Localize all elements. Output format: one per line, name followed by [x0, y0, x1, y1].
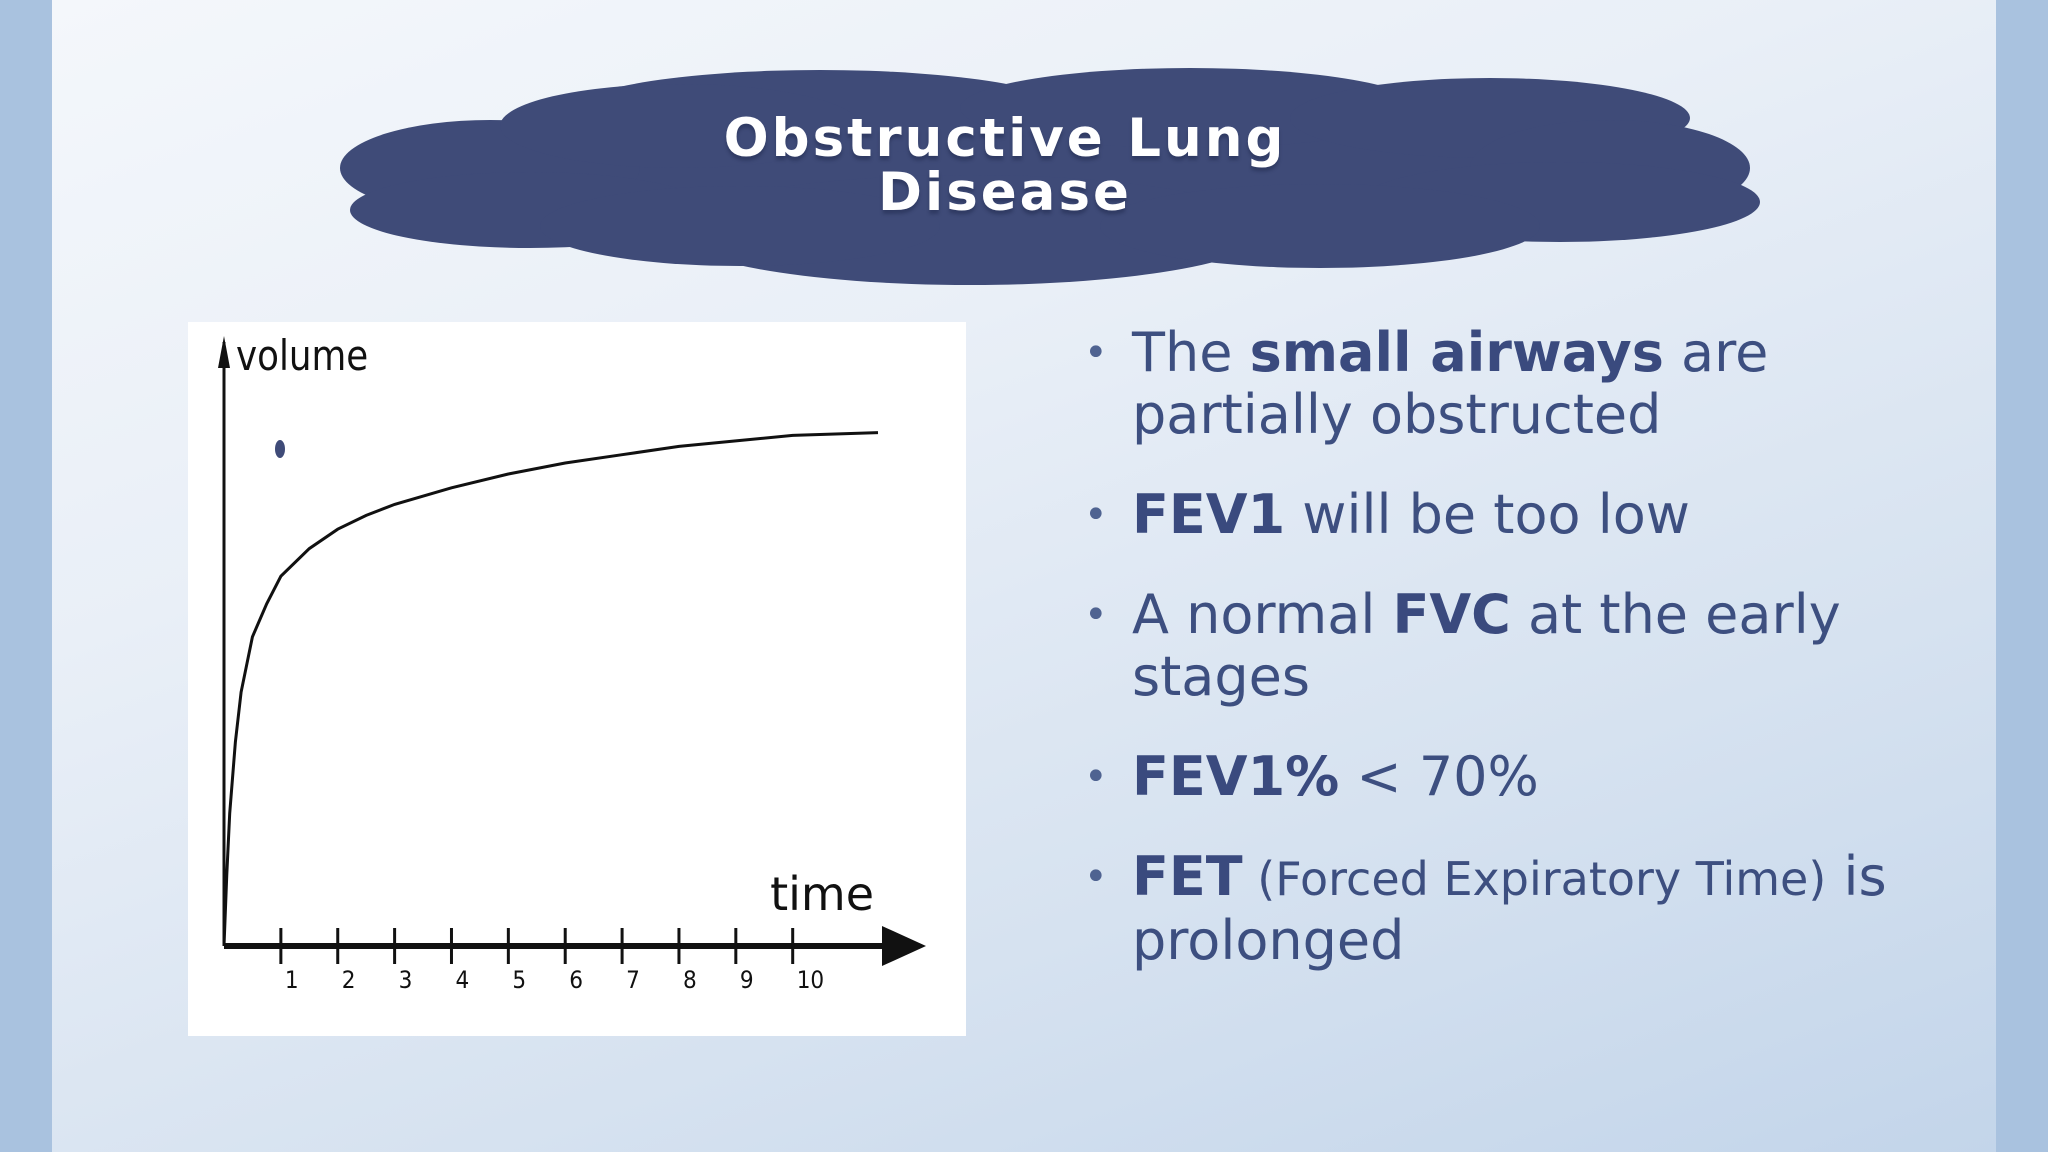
x-tick-label: 5	[512, 966, 526, 994]
bullet-item: • FEV1 will be too low	[1080, 484, 1900, 546]
cloud-shape	[340, 68, 1760, 285]
slide: Obstructive Lung Disease 1 2 3 4 5 6 7 8 9 10 volu…	[52, 0, 1996, 1152]
bullet-text: < 70%	[1339, 745, 1539, 808]
bullet-dot: •	[1084, 592, 1108, 638]
x-tick-label: 7	[626, 966, 640, 994]
bullet-emphasis: FEV1%	[1132, 745, 1340, 808]
x-tick-label: 4	[455, 966, 469, 994]
bullet-emphasis: FEV1	[1132, 483, 1286, 546]
bullet-text: A normal	[1132, 583, 1393, 646]
title-line-1: Obstructive Lung	[723, 108, 1287, 169]
marker-dot	[275, 440, 285, 458]
x-tick-label: 8	[683, 966, 697, 994]
x-tick-label: 2	[342, 966, 356, 994]
chart-svg: 1 2 3 4 5 6 7 8 9 10 volume time	[218, 332, 926, 994]
volume-curve	[222, 431, 879, 947]
bullet-text: will be too low	[1285, 483, 1690, 546]
bullet-text: are partially obstructed	[1132, 321, 1769, 446]
spirometry-chart: 1 2 3 4 5 6 7 8 9 10 volume time	[188, 322, 966, 1036]
bullet-emphasis: small airways	[1249, 321, 1664, 384]
bullet-text: The	[1132, 321, 1250, 384]
bullet-text: at the early stages	[1132, 583, 1841, 708]
bullet-dot: •	[1084, 492, 1108, 538]
y-axis-arrow	[218, 336, 230, 368]
x-tick-label: 3	[399, 966, 413, 994]
bullet-text: is prolonged	[1132, 845, 1887, 972]
page-title: Obstructive Lung Disease	[260, 112, 1750, 220]
bullet-emphasis: FET	[1132, 845, 1243, 908]
title-cloud: Obstructive Lung Disease	[260, 50, 1810, 290]
bullet-emphasis: FVC	[1392, 583, 1511, 646]
bullet-item: • FET (Forced Expiratory Time) is prolong…	[1080, 846, 1900, 972]
bullet-item: • A normal FVC at the early stages	[1080, 584, 1900, 708]
bullet-item: • FEV1% < 70%	[1080, 746, 1900, 808]
bullet-item: • The small airways are partially obstruc…	[1080, 322, 1900, 446]
x-tick-label: 6	[569, 966, 583, 994]
bullet-text: (Forced Expiratory Time)	[1242, 852, 1827, 906]
bullet-list: • The small airways are partially obstruc…	[1080, 322, 1900, 1010]
bullet-dot: •	[1084, 330, 1108, 376]
x-tick-label: 9	[740, 966, 754, 994]
bullet-dot: •	[1084, 854, 1108, 900]
y-axis-label: volume	[236, 332, 368, 380]
bullet-dot: •	[1084, 754, 1108, 800]
x-axis-label: time	[770, 867, 874, 921]
x-tick-label: 1	[285, 966, 299, 994]
x-tick-label: 10	[797, 966, 824, 994]
x-axis-arrow	[882, 926, 926, 966]
title-line-2: Disease	[878, 162, 1132, 223]
